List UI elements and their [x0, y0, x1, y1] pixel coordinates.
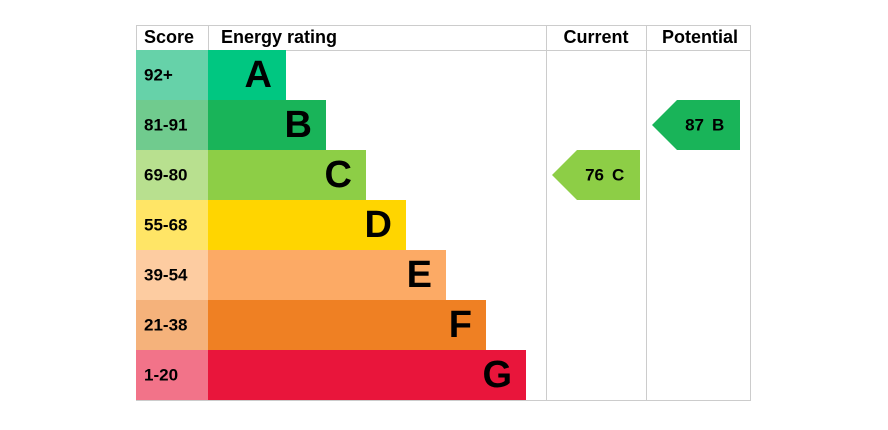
score-label: 21-38 [144, 315, 187, 334]
rating-bar [208, 200, 406, 250]
rating-bar [208, 300, 486, 350]
score-label: 69-80 [144, 165, 187, 184]
header-score: Score [144, 27, 194, 47]
score-cell [136, 150, 208, 200]
rating-letter: A [245, 54, 272, 96]
score-label: 39-54 [144, 265, 188, 284]
score-cell [136, 350, 208, 400]
current-arrow [552, 150, 640, 200]
potential-arrow [652, 100, 740, 150]
header-potential: Potential [662, 27, 738, 47]
rating-letter: B [285, 104, 312, 146]
rating-bar [208, 350, 526, 400]
score-cell [136, 250, 208, 300]
score-label: 55-68 [144, 215, 187, 234]
header-current: Current [563, 27, 628, 47]
rating-bar [208, 150, 366, 200]
rating-letter: F [449, 304, 472, 346]
rating-letter: E [407, 254, 432, 296]
score-cell [136, 100, 208, 150]
score-label: 1-20 [144, 365, 178, 384]
rating-bar [208, 250, 446, 300]
score-cell [136, 50, 208, 100]
score-label: 92+ [144, 65, 173, 84]
header-rating: Energy rating [221, 27, 337, 47]
current-value: 76 [585, 165, 604, 184]
potential-value: 87 [685, 115, 704, 134]
score-label: 81-91 [144, 115, 187, 134]
rating-letter: G [482, 354, 512, 396]
score-cell [136, 300, 208, 350]
rating-letter: D [365, 204, 392, 246]
score-cell [136, 200, 208, 250]
rating-bar [208, 50, 286, 100]
rating-bar [208, 100, 326, 150]
current-band: C [612, 165, 624, 184]
rating-letter: C [325, 154, 352, 196]
potential-band: B [712, 115, 724, 134]
